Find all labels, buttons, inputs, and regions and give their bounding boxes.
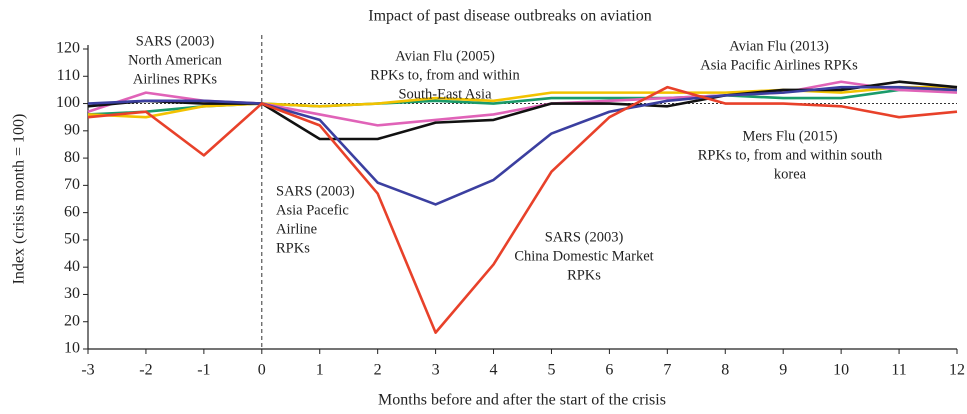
series-line [87,85,957,119]
x-tick-label: 10 [833,362,849,379]
y-tick-label: 80 [64,149,80,166]
annotation: Airline [276,221,317,237]
chart-title: Impact of past disease outbreaks on avia… [368,8,651,25]
y-tick-label: 70 [64,176,80,193]
x-tick-label: 2 [374,362,382,379]
x-tick-label: 1 [316,362,324,379]
x-tick-label: 12 [949,362,965,379]
annotation: Mers Flu (2015) [742,128,837,144]
annotation: Avian Flu (2013) [729,38,829,54]
series-line [87,85,958,334]
annotation: RPKs to, from and within south [698,147,883,163]
annotation: RPKs to, from and within [370,67,520,83]
x-tick-label: 11 [891,362,906,379]
x-tick-label: -3 [81,362,94,379]
y-tick-label: 90 [64,121,80,138]
series-line [87,85,958,206]
x-tick-label: 4 [490,362,498,379]
x-tick-label: 3 [432,362,440,379]
x-tick-label: 5 [547,362,555,379]
annotation: Avian Flu (2005) [395,48,495,64]
x-tick-label: 9 [779,362,787,379]
y-tick-label: 20 [64,312,80,329]
annotation: korea [774,166,807,182]
annotation: Asia Pacefic [276,202,349,218]
x-axis-label: Months before and after the start of the… [378,392,666,409]
annotation: China Domestic Market [514,248,653,264]
annotation: RPKs [567,267,601,283]
y-tick-label: 110 [57,67,80,84]
annotation: SARS (2003) [276,183,355,199]
y-tick-label: 60 [64,203,80,220]
annotation: North American [128,52,223,68]
annotation: RPKs [276,240,310,256]
y-axis-label: Index (crisis month = 100) [11,114,28,285]
annotation: Airlines RPKs [133,71,218,87]
x-tick-label: -2 [139,362,152,379]
x-tick-label: 6 [605,362,613,379]
annotation: Asia Pacific Airlines RPKs [700,57,858,73]
y-tick-label: 30 [64,285,80,302]
annotation: SARS (2003) [545,229,624,245]
annotation: South-East Asia [398,86,492,102]
y-tick-label: 100 [56,94,80,111]
x-tick-label: 8 [721,362,729,379]
y-tick-label: 50 [64,231,80,248]
y-tick-label: 40 [64,258,80,275]
x-tick-label: -1 [197,362,210,379]
y-tick-label: 120 [56,40,80,57]
x-tick-label: 0 [258,362,266,379]
y-tick-label: 10 [64,340,80,357]
annotation: SARS (2003) [136,33,215,49]
x-tick-label: 7 [663,362,671,379]
